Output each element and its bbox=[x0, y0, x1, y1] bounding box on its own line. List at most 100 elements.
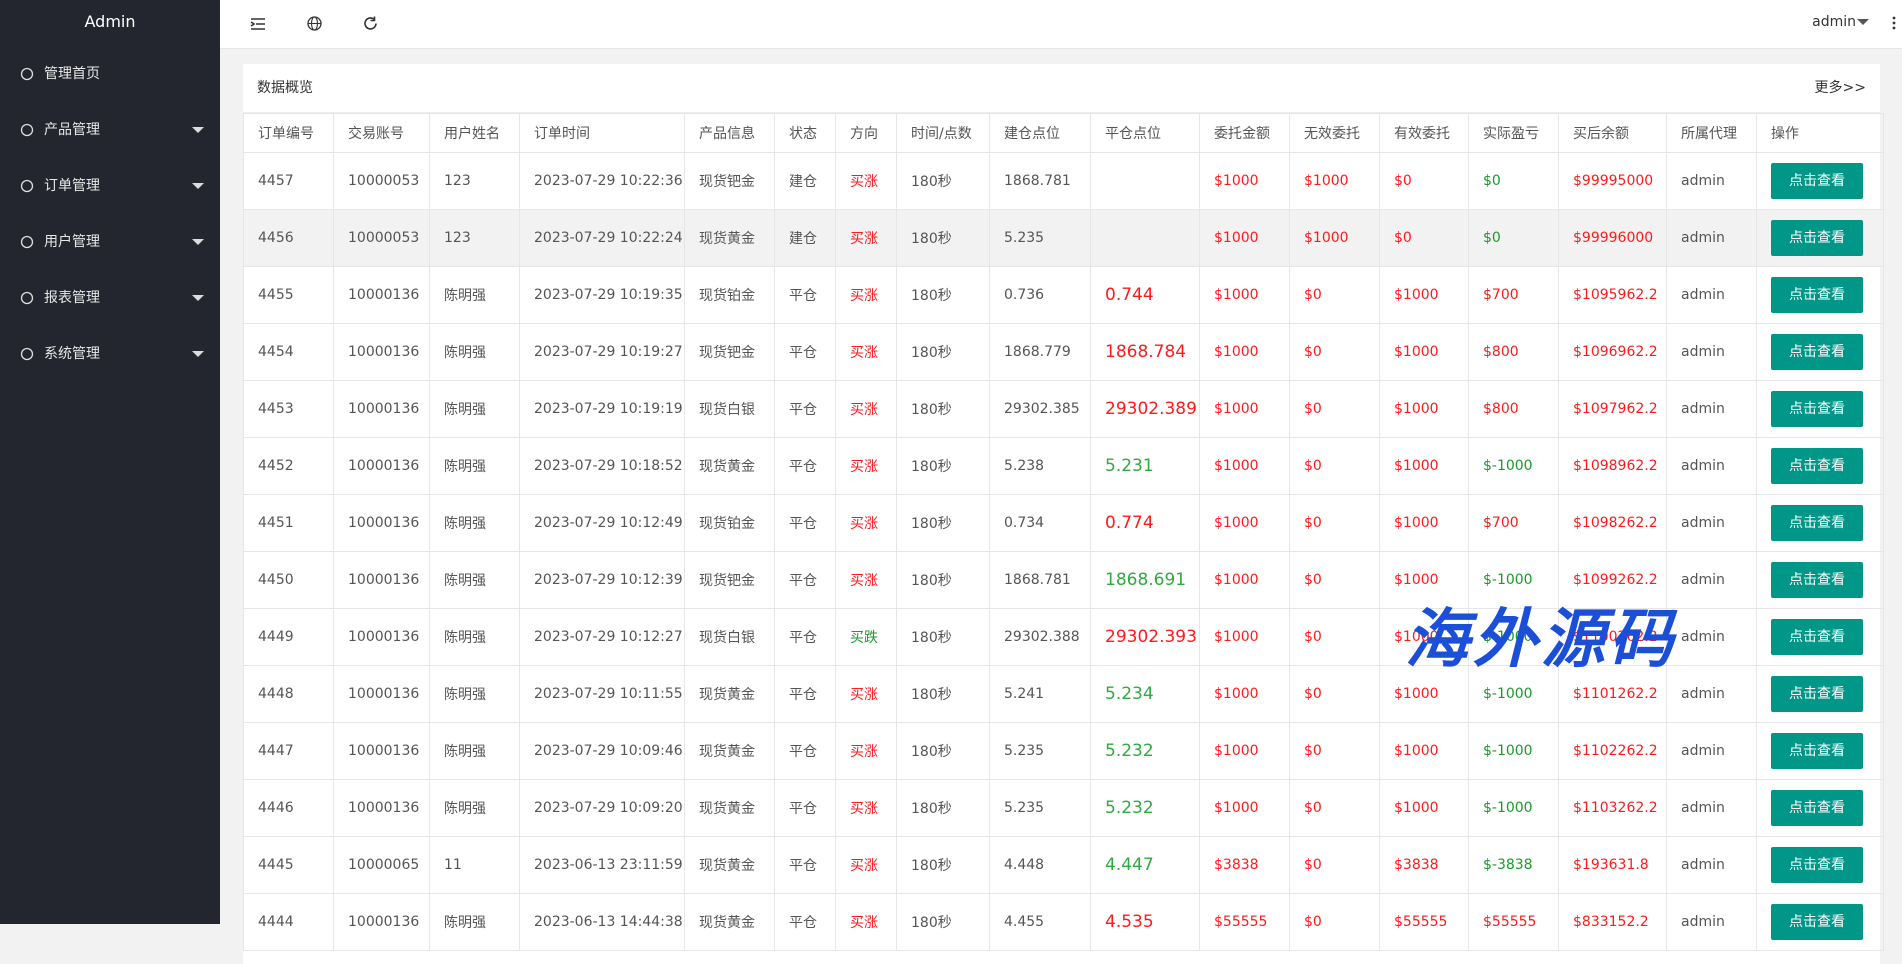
table-cell: $1000 bbox=[1289, 209, 1380, 267]
table-cell: $1098962.2 bbox=[1558, 437, 1667, 495]
table-cell: 10000136 bbox=[333, 494, 430, 552]
table-cell: $1000 bbox=[1199, 152, 1290, 210]
menu-item[interactable]: 报表管理 bbox=[0, 278, 220, 318]
user-caret[interactable] bbox=[1857, 19, 1869, 25]
table-cell: 平仓 bbox=[774, 722, 836, 780]
more-icon[interactable] bbox=[1892, 15, 1896, 31]
menu-item[interactable]: 订单管理 bbox=[0, 166, 220, 206]
view-button[interactable]: 点击查看 bbox=[1771, 847, 1863, 883]
menu-item[interactable]: 产品管理 bbox=[0, 110, 220, 150]
column-header: 委托金额 bbox=[1199, 113, 1290, 153]
view-button[interactable]: 点击查看 bbox=[1771, 505, 1863, 541]
menu-item[interactable]: 管理首页 bbox=[0, 54, 220, 94]
view-button[interactable]: 点击查看 bbox=[1771, 448, 1863, 484]
view-button[interactable]: 点击查看 bbox=[1771, 163, 1863, 199]
table-cell: $-1000 bbox=[1468, 551, 1559, 609]
table-cell: admin bbox=[1666, 836, 1757, 894]
table-cell: 5.234 bbox=[1090, 665, 1200, 723]
view-button[interactable]: 点击查看 bbox=[1771, 904, 1863, 940]
view-button[interactable]: 点击查看 bbox=[1771, 676, 1863, 712]
table-cell: $99996000 bbox=[1558, 209, 1667, 267]
column-header: 操作 bbox=[1756, 113, 1884, 153]
table-cell: $1000 bbox=[1379, 722, 1469, 780]
table-cell: 陈明强 bbox=[429, 437, 520, 495]
menu-toggle-icon[interactable] bbox=[250, 16, 266, 32]
table-cell: 0.734 bbox=[989, 494, 1091, 552]
table-row: 4451 10000136 陈明强 2023-07-29 10:12:49 现货铂金 平仓… bbox=[243, 494, 1884, 552]
table-cell: 10000136 bbox=[333, 893, 430, 951]
menu-item[interactable]: 用户管理 bbox=[0, 222, 220, 262]
menu-label[interactable]: 订单管理 bbox=[44, 178, 100, 194]
action-cell: 点击查看 bbox=[1756, 437, 1884, 495]
view-button[interactable]: 点击查看 bbox=[1771, 619, 1863, 655]
table-cell: $0 bbox=[1379, 152, 1469, 210]
table-cell: 4.455 bbox=[989, 893, 1091, 951]
table-cell: 2023-07-29 10:22:36 bbox=[519, 152, 685, 210]
table-row: 4447 10000136 陈明强 2023-07-29 10:09:46 现货黄金 平仓… bbox=[243, 722, 1884, 780]
table-cell: 180秒 bbox=[896, 209, 990, 267]
table-cell: 买涨 bbox=[835, 380, 897, 438]
menu-label[interactable]: 管理首页 bbox=[44, 66, 100, 82]
globe-icon[interactable] bbox=[306, 15, 323, 32]
table-cell: $1102262.2 bbox=[1558, 722, 1667, 780]
table-cell: 买涨 bbox=[835, 836, 897, 894]
menu-label[interactable]: 报表管理 bbox=[44, 290, 100, 306]
table-cell: $1000 bbox=[1379, 779, 1469, 837]
column-header: 所属代理 bbox=[1666, 113, 1757, 153]
table-row: 4454 10000136 陈明强 2023-07-29 10:19:27 现货钯金 平仓… bbox=[243, 323, 1884, 381]
action-cell: 点击查看 bbox=[1756, 722, 1884, 780]
submenu-arrow[interactable] bbox=[192, 295, 204, 301]
column-header: 用户姓名 bbox=[429, 113, 520, 153]
view-button[interactable]: 点击查看 bbox=[1771, 562, 1863, 598]
table-cell: $1000 bbox=[1199, 209, 1290, 267]
menu-item[interactable]: 系统管理 bbox=[0, 334, 220, 374]
more-link[interactable]: 更多>> bbox=[1814, 80, 1866, 96]
user-menu[interactable]: admin bbox=[1812, 14, 1856, 30]
table-cell: 10000136 bbox=[333, 722, 430, 780]
table-cell: 180秒 bbox=[896, 152, 990, 210]
view-button[interactable]: 点击查看 bbox=[1771, 391, 1863, 427]
table-cell: $700 bbox=[1468, 266, 1559, 324]
view-button[interactable]: 点击查看 bbox=[1771, 220, 1863, 256]
submenu-arrow[interactable] bbox=[192, 183, 204, 189]
table-row: 4445 10000065 11 2023-06-13 23:11:59 现货黄金 平仓买… bbox=[243, 836, 1884, 894]
menu-icon bbox=[20, 235, 34, 249]
view-button[interactable]: 点击查看 bbox=[1771, 334, 1863, 370]
table-cell: 10000065 bbox=[333, 836, 430, 894]
menu-label[interactable]: 用户管理 bbox=[44, 234, 100, 250]
view-button[interactable]: 点击查看 bbox=[1771, 790, 1863, 826]
table-cell: 建仓 bbox=[774, 152, 836, 210]
menu-label[interactable]: 系统管理 bbox=[44, 346, 100, 362]
table-cell: 1868.691 bbox=[1090, 551, 1200, 609]
action-cell: 点击查看 bbox=[1756, 551, 1884, 609]
table-cell: 29302.393 bbox=[1090, 608, 1200, 666]
menu-icon bbox=[20, 179, 34, 193]
table-cell: 陈明强 bbox=[429, 608, 520, 666]
column-header: 实际盈亏 bbox=[1468, 113, 1559, 153]
table-cell: 180秒 bbox=[896, 551, 990, 609]
table-cell: 现货钯金 bbox=[684, 323, 775, 381]
column-header: 交易账号 bbox=[333, 113, 430, 153]
table-cell: 4455 bbox=[243, 266, 334, 324]
submenu-arrow[interactable] bbox=[192, 239, 204, 245]
menu-label[interactable]: 产品管理 bbox=[44, 122, 100, 138]
table-cell: 5.232 bbox=[1090, 722, 1200, 780]
table-cell: 4.448 bbox=[989, 836, 1091, 894]
action-cell: 点击查看 bbox=[1756, 608, 1884, 666]
table-cell: 4451 bbox=[243, 494, 334, 552]
table-cell: $-1000 bbox=[1468, 437, 1559, 495]
table-cell: 2023-07-29 10:12:49 bbox=[519, 494, 685, 552]
table-cell: admin bbox=[1666, 437, 1757, 495]
view-button[interactable]: 点击查看 bbox=[1771, 733, 1863, 769]
table-cell: $0 bbox=[1289, 437, 1380, 495]
table-cell: 10000053 bbox=[333, 209, 430, 267]
refresh-icon[interactable] bbox=[362, 15, 379, 32]
table-cell: $1000 bbox=[1199, 608, 1290, 666]
table-cell: 现货黄金 bbox=[684, 665, 775, 723]
view-button[interactable]: 点击查看 bbox=[1771, 277, 1863, 313]
submenu-arrow[interactable] bbox=[192, 351, 204, 357]
table-cell: $193631.8 bbox=[1558, 836, 1667, 894]
table-cell: 10000136 bbox=[333, 779, 430, 837]
submenu-arrow[interactable] bbox=[192, 127, 204, 133]
table-cell: 平仓 bbox=[774, 608, 836, 666]
